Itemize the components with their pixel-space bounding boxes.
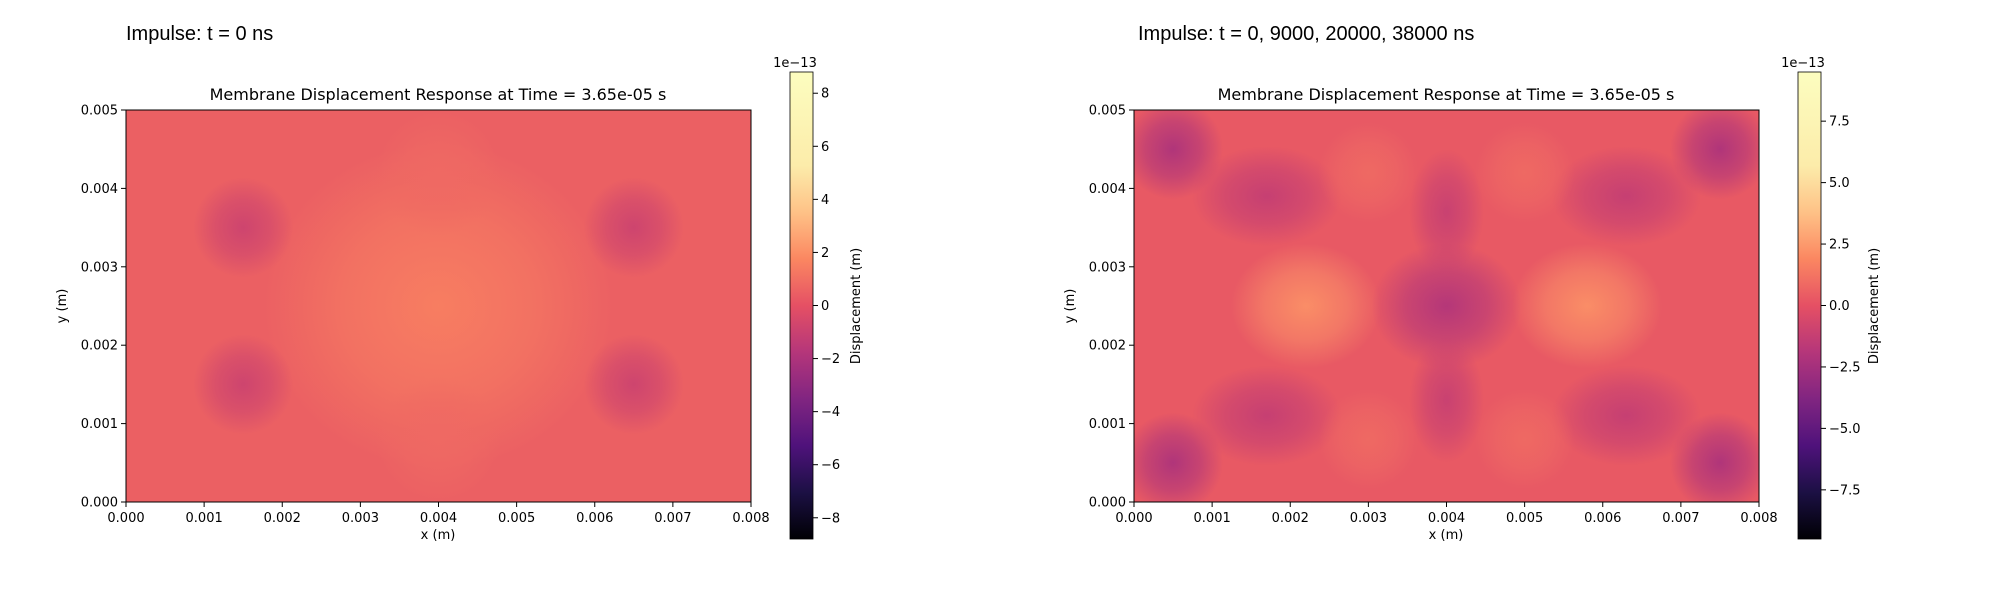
colorbar-tick-label: 6 xyxy=(821,140,829,155)
heatmap xyxy=(1134,110,1759,502)
colorbar-tick-label: 0.0 xyxy=(1829,299,1850,314)
heatmap-feature xyxy=(1409,149,1484,275)
colorbar-gradient xyxy=(1797,71,1822,540)
heatmap-feature xyxy=(1191,146,1342,247)
x-tick-label: 0.008 xyxy=(1740,511,1777,526)
colorbar-tick-label: 0 xyxy=(821,299,829,314)
colorbar-label: Displacement (m) xyxy=(849,248,864,364)
colorbar: −7.5 −5.0 −2.5 0.0 2.5 5.0 7.5 xyxy=(1797,71,1861,540)
x-tick-label: 0.001 xyxy=(186,511,223,526)
plot-title: Membrane Displacement Response at Time =… xyxy=(1218,85,1675,104)
colorbar-tick-label: 2.5 xyxy=(1829,238,1850,253)
heatmap-feature xyxy=(376,110,501,236)
heatmap-feature xyxy=(1474,122,1575,223)
colorbar: −8 −6 −4 −2 0 2 4 6 8 xyxy=(789,71,840,540)
y-tick-label: 0.004 xyxy=(81,182,118,197)
panel-heading: Impulse: t = 0, 9000, 20000, 38000 ns xyxy=(1138,23,1474,45)
heatmap xyxy=(126,110,751,502)
heatmap-feature xyxy=(583,177,684,278)
x-tick-label: 0.008 xyxy=(732,511,769,526)
colorbar-tick-label: 8 xyxy=(821,87,829,102)
y-tick-label: 0.003 xyxy=(1089,260,1126,275)
x-tick-label: 0.003 xyxy=(1350,511,1387,526)
colorbar-tick-label: −5.0 xyxy=(1829,422,1861,437)
heatmap-feature xyxy=(263,142,614,470)
x-tick-label: 0.005 xyxy=(1506,511,1543,526)
colorbar-scale-label: 1e−13 xyxy=(1781,56,1825,71)
colorbar-tick-label: 7.5 xyxy=(1829,115,1850,130)
heatmap-feature xyxy=(1512,243,1663,369)
x-tick-label: 0.003 xyxy=(342,511,379,526)
heatmap-feature xyxy=(1191,365,1342,466)
plot-title: Membrane Displacement Response at Time =… xyxy=(210,85,667,104)
x-tick-label: 0.005 xyxy=(498,511,535,526)
x-tick-label: 0.000 xyxy=(1115,511,1152,526)
y-tick-label: 0.000 xyxy=(81,496,118,511)
x-axis-label: x (m) xyxy=(421,528,456,543)
axes: 0.000 0.001 0.002 0.003 0.004 0.005 0.006 0.007… xyxy=(1089,104,1778,527)
colorbar-scale-label: 1e−13 xyxy=(773,56,817,71)
y-tick-label: 0.002 xyxy=(1089,339,1126,354)
colorbar-tick-label: −2 xyxy=(821,352,840,367)
panel-heading: Impulse: t = 0 ns xyxy=(126,23,273,45)
heatmap-feature xyxy=(1551,365,1702,466)
colorbar-tick-label: −2.5 xyxy=(1829,360,1861,375)
y-tick-label: 0.005 xyxy=(81,104,118,119)
heatmap-feature xyxy=(193,334,294,435)
colorbar-tick-label: 2 xyxy=(821,246,829,261)
heatmap-feature xyxy=(1230,243,1381,369)
colorbar-tick-label: 4 xyxy=(821,193,829,208)
x-tick-label: 0.007 xyxy=(1662,511,1699,526)
heatmap-feature xyxy=(583,334,684,435)
heatmap-feature xyxy=(1318,389,1419,490)
x-tick-label: 0.001 xyxy=(1194,511,1231,526)
x-axis-label: x (m) xyxy=(1429,528,1464,543)
x-tick-label: 0.004 xyxy=(1428,511,1465,526)
colorbar-tick-label: −6 xyxy=(821,458,840,473)
colorbar-tick-label: 5.0 xyxy=(1829,176,1850,191)
heatmap-feature xyxy=(1318,122,1419,223)
x-tick-label: 0.002 xyxy=(264,511,301,526)
y-tick-label: 0.005 xyxy=(1089,104,1126,119)
y-tick-label: 0.001 xyxy=(81,417,118,432)
colorbar-gradient xyxy=(789,71,814,540)
heatmap-feature xyxy=(1371,243,1522,369)
axes: 0.000 0.001 0.002 0.003 0.004 0.005 0.006 0.007… xyxy=(81,104,770,527)
y-tick-label: 0.000 xyxy=(1089,496,1126,511)
heatmap-feature xyxy=(1474,389,1575,490)
y-tick-label: 0.003 xyxy=(81,260,118,275)
y-axis-label: y (m) xyxy=(1063,289,1078,324)
x-tick-label: 0.004 xyxy=(420,511,457,526)
y-tick-label: 0.004 xyxy=(1089,182,1126,197)
heatmap-feature xyxy=(1409,337,1484,463)
x-tick-label: 0.002 xyxy=(1272,511,1309,526)
heatmap-feature xyxy=(1551,146,1702,247)
colorbar-tick-label: −8 xyxy=(821,511,840,526)
colorbar-tick-label: −7.5 xyxy=(1829,483,1861,498)
heatmap-feature xyxy=(376,376,501,502)
y-tick-label: 0.001 xyxy=(1089,417,1126,432)
x-tick-label: 0.007 xyxy=(654,511,691,526)
x-tick-label: 0.006 xyxy=(1584,511,1621,526)
x-tick-label: 0.006 xyxy=(576,511,613,526)
panel-left: Impulse: t = 0 ns Membrane Displacement … xyxy=(55,23,864,543)
y-tick-label: 0.002 xyxy=(81,339,118,354)
heatmap-feature xyxy=(193,177,294,278)
y-axis-label: y (m) xyxy=(55,289,70,324)
colorbar-tick-label: −4 xyxy=(821,405,840,420)
x-tick-label: 0.000 xyxy=(107,511,144,526)
colorbar-label: Displacement (m) xyxy=(1867,248,1882,364)
panel-right: Impulse: t = 0, 9000, 20000, 38000 ns Me… xyxy=(1063,23,1882,543)
